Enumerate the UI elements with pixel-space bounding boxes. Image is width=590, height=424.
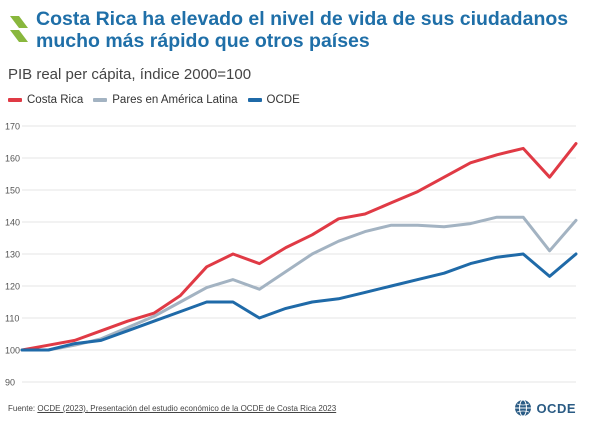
- data-point-s0-2014: [390, 202, 393, 204]
- data-point-s0-2001: [47, 344, 50, 346]
- data-point-s2-2019: [522, 253, 524, 255]
- data-point-s1-2008: [232, 278, 234, 281]
- legend-swatch-costa-rica: [8, 98, 22, 102]
- chart-title: Costa Rica ha elevado el nivel de vida d…: [36, 8, 569, 52]
- data-point-s2-2006: [179, 310, 182, 313]
- data-point-s0-2004: [126, 320, 129, 322]
- chart-legend: Costa Rica Pares en América Latina OCDE: [8, 94, 300, 106]
- y-tick-label-100: 100: [5, 346, 20, 356]
- source-link[interactable]: OCDE (2023), Presentación del estudio ec…: [37, 404, 337, 413]
- data-point-s2-2002: [74, 342, 76, 345]
- data-point-s2-2013: [364, 291, 366, 294]
- data-point-s0-2002: [74, 339, 76, 342]
- data-point-s2-2012: [337, 298, 340, 300]
- leaf-top-icon: [10, 16, 28, 28]
- data-point-s2-2005: [153, 320, 155, 322]
- globe-icon: [515, 399, 532, 417]
- data-point-s0-2009: [258, 262, 261, 265]
- data-point-s1-2009: [258, 288, 261, 290]
- data-point-s0-2019: [522, 147, 524, 150]
- data-point-s0-2006: [179, 294, 182, 297]
- data-point-s1-2011: [311, 253, 314, 255]
- oecd-brand: OCDE: [514, 399, 576, 417]
- data-point-s1-2019: [522, 216, 524, 218]
- legend-label-costa-rica: Costa Rica: [27, 94, 84, 106]
- data-point-s2-2003: [100, 339, 102, 342]
- data-point-s2-2017: [469, 262, 472, 265]
- data-point-s1-2012: [337, 240, 340, 242]
- data-point-s0-2016: [443, 176, 445, 178]
- data-point-s2-2018: [496, 256, 498, 258]
- y-tick-label-90: 90: [5, 378, 15, 388]
- data-point-s1-2013: [364, 230, 366, 233]
- data-point-s1-2010: [285, 270, 287, 273]
- data-point-s0-2012: [337, 218, 340, 220]
- data-point-s2-2011: [311, 301, 314, 303]
- data-point-s2-2010: [285, 307, 287, 310]
- data-point-s0-2010: [285, 246, 287, 249]
- y-tick-label-170: 170: [5, 122, 20, 132]
- data-point-s2-2000: [21, 349, 23, 351]
- data-point-s0-2018: [496, 154, 498, 156]
- data-point-s1-2017: [469, 222, 472, 225]
- oecd-leaf-logo-icon: [10, 16, 28, 42]
- data-point-s0-2011: [311, 234, 314, 236]
- data-point-s1-2018: [496, 216, 498, 218]
- data-point-s2-2001: [47, 349, 50, 351]
- chart-subtitle: PIB real per cápita, índice 2000=100: [8, 66, 252, 83]
- y-tick-label-120: 120: [5, 282, 20, 292]
- data-point-s1-2015: [416, 224, 419, 226]
- series-line-0[interactable]: [20, 142, 578, 352]
- legend-label-ocde: OCDE: [266, 94, 300, 106]
- source-prefix: Fuente:: [8, 404, 38, 413]
- data-point-s0-2021: [575, 142, 577, 145]
- y-tick-label-140: 140: [5, 218, 20, 228]
- y-tick-label-160: 160: [5, 154, 20, 164]
- y-tick-label-130: 130: [5, 250, 20, 260]
- source-note: Fuente: OCDE (2023), Presentación del es…: [8, 404, 336, 413]
- data-point-s2-2016: [443, 272, 445, 274]
- data-point-s1-2020: [548, 250, 551, 252]
- data-point-s1-2021: [575, 219, 577, 222]
- data-point-s0-2003: [100, 330, 102, 332]
- line-chart: 90 100 110 120 130 140 150 160 170: [5, 122, 578, 388]
- y-tick-label-150: 150: [5, 186, 20, 196]
- data-point-s2-2014: [390, 285, 393, 287]
- data-point-s2-2004: [126, 330, 129, 332]
- data-point-s0-2005: [153, 312, 155, 314]
- legend-swatch-pares-latam: [93, 98, 108, 102]
- data-point-s0-2017: [469, 162, 472, 164]
- data-point-s0-2013: [364, 213, 366, 215]
- data-point-s2-2007: [205, 301, 208, 303]
- data-point-s2-2015: [416, 278, 419, 281]
- series-line-2[interactable]: [20, 252, 578, 352]
- data-point-s1-2007: [205, 286, 208, 289]
- data-point-s2-2009: [258, 317, 261, 319]
- data-point-s1-2016: [443, 226, 445, 228]
- series-line-1[interactable]: [20, 215, 578, 352]
- data-point-s1-2006: [179, 301, 182, 303]
- brand-label: OCDE: [536, 400, 576, 416]
- legend-item-ocde[interactable]: OCDE: [247, 94, 300, 106]
- legend-label-pares-latam: Pares en América Latina: [112, 94, 238, 106]
- data-point-s2-2008: [232, 301, 234, 303]
- data-point-s2-2020: [548, 275, 551, 278]
- leaf-bottom-icon: [10, 30, 28, 42]
- legend-item-costa-rica[interactable]: Costa Rica: [8, 94, 83, 106]
- data-point-s1-2014: [390, 224, 393, 226]
- data-point-s0-2020: [548, 176, 551, 178]
- data-point-s0-2008: [232, 253, 234, 255]
- data-point-s2-2021: [575, 253, 577, 255]
- legend-swatch-ocde: [247, 98, 262, 102]
- data-point-s1-2004: [126, 326, 129, 329]
- data-point-s1-2005: [153, 315, 155, 318]
- data-point-s0-2007: [205, 266, 208, 268]
- data-point-s0-2015: [416, 190, 419, 193]
- y-tick-label-110: 110: [5, 314, 19, 324]
- legend-item-pares-latam[interactable]: Pares en América Latina: [93, 94, 238, 106]
